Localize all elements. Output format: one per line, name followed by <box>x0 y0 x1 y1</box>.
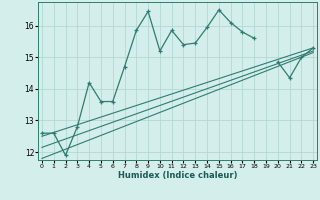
X-axis label: Humidex (Indice chaleur): Humidex (Indice chaleur) <box>118 171 237 180</box>
